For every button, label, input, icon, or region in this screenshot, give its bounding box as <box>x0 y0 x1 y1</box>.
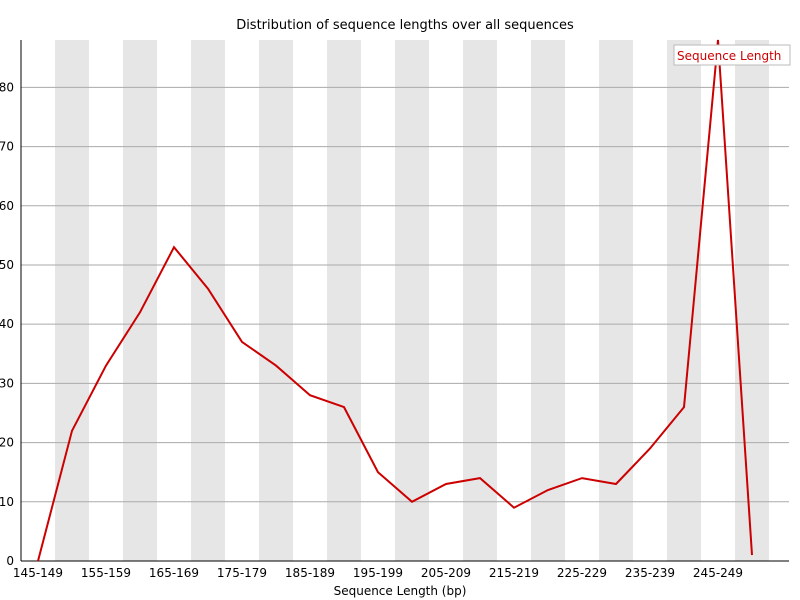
background-band-5 <box>395 40 429 561</box>
x-tick-label-245-249: 245-249 <box>693 566 743 580</box>
x-tick-label-225-229: 225-229 <box>557 566 607 580</box>
x-tick-label-165-169: 165-169 <box>149 566 199 580</box>
x-tick-label-185-189: 185-189 <box>285 566 335 580</box>
x-tick-label-215-219: 215-219 <box>489 566 539 580</box>
background-band-6 <box>463 40 497 561</box>
background-band-10 <box>735 40 769 561</box>
background-band-1 <box>123 40 157 561</box>
y-tick-label-20: 20 <box>0 436 14 450</box>
background-band-7 <box>531 40 565 561</box>
background-band-0 <box>55 40 89 561</box>
y-tick-label-0: 0 <box>6 554 14 568</box>
y-tick-label-70: 70 <box>0 140 14 154</box>
background-band-3 <box>259 40 293 561</box>
x-tick-label-195-199: 195-199 <box>353 566 403 580</box>
series-layer <box>37 39 753 562</box>
background-bands <box>55 40 769 561</box>
x-tick-label-145-149: 145-149 <box>13 566 63 580</box>
y-tick-label-10: 10 <box>0 495 14 509</box>
background-band-4 <box>327 40 361 561</box>
horizontal-gridlines <box>21 86 789 503</box>
legend-entry-sequence-length: Sequence Length <box>677 49 781 63</box>
x-tick-label-175-179: 175-179 <box>217 566 267 580</box>
tick-labels: 0 10 20 30 40 50 60 70 80 145-149 155-159 165-169 17… <box>0 80 743 580</box>
y-tick-label-50: 50 <box>0 258 14 272</box>
y-tick-label-40: 40 <box>0 317 14 331</box>
y-tick-label-30: 30 <box>0 376 14 390</box>
chart-title: Distribution of sequence lengths over al… <box>236 18 574 33</box>
x-tick-label-155-159: 155-159 <box>81 566 131 580</box>
x-axis-label: Sequence Length (bp) <box>334 584 467 598</box>
axes <box>20 40 789 562</box>
x-tick-label-235-239: 235-239 <box>625 566 675 580</box>
background-band-8 <box>599 40 633 561</box>
legend-box <box>673 44 791 66</box>
y-tick-label-80: 80 <box>0 80 14 94</box>
background-band-2 <box>191 40 225 561</box>
x-tick-label-205-209: 205-209 <box>421 566 471 580</box>
background-band-9 <box>667 40 701 561</box>
legend: Sequence Length <box>673 44 791 66</box>
series-line-sequence-length <box>37 39 753 562</box>
y-tick-label-60: 60 <box>0 199 14 213</box>
